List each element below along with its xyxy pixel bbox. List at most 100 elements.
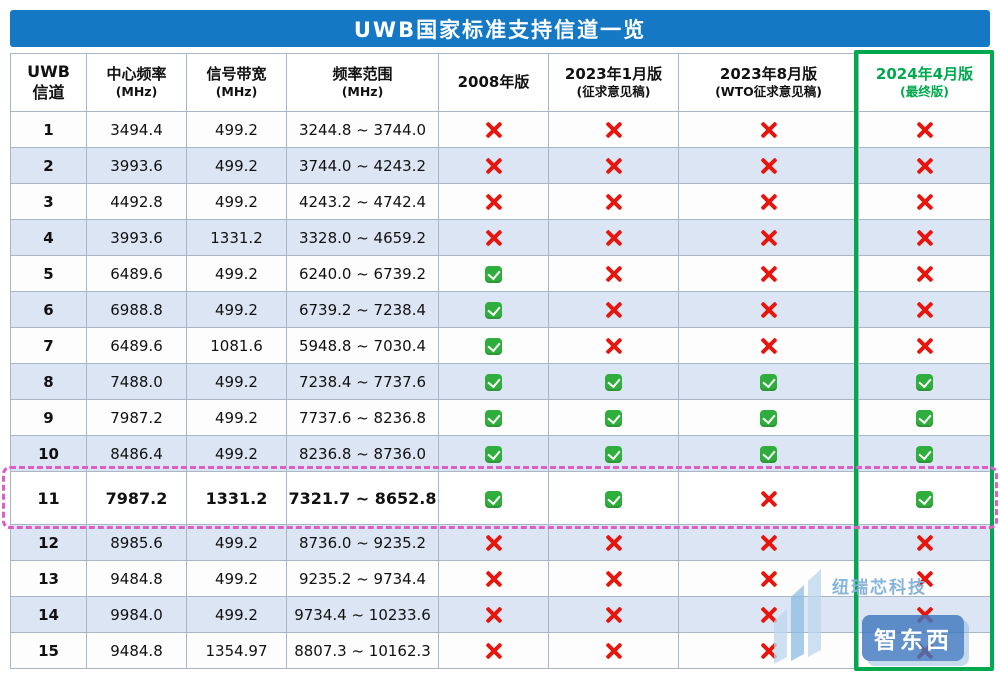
cell-v2023_aug [678, 596, 859, 633]
cell-center-mhz: 9484.8 [86, 560, 187, 597]
check-icon [485, 373, 502, 391]
table-row-channel-9: 9 7987.2 499.2 7737.6 ~ 8236.8 [10, 399, 991, 436]
cell-center-mhz: 3993.6 [86, 147, 187, 184]
cell-v2023_jan [548, 327, 679, 364]
cell-v2023_aug [678, 471, 859, 525]
cell-center-mhz: 6489.6 [86, 327, 187, 364]
cell-bandwidth-mhz: 499.2 [186, 524, 287, 561]
check-icon [605, 373, 622, 391]
cell-center-mhz: 9484.8 [86, 632, 187, 669]
check-icon [485, 337, 502, 355]
cell-range-mhz: 7321.7 ~ 8652.8 [286, 471, 439, 525]
cell-center-mhz: 3494.4 [86, 111, 187, 148]
check-icon [605, 445, 622, 463]
cell-v2023_aug [678, 219, 859, 256]
column-header-bandwidth_mhz: 信号带宽 (MHz) [186, 53, 287, 112]
cell-v2008 [438, 363, 549, 400]
cell-bandwidth-mhz: 499.2 [186, 399, 287, 436]
cell-channel: 7 [10, 327, 87, 364]
cell-v2024_apr [858, 363, 991, 400]
cell-bandwidth-mhz: 1331.2 [186, 219, 287, 256]
cell-range-mhz: 6240.0 ~ 6739.2 [286, 255, 439, 292]
cell-channel: 8 [10, 363, 87, 400]
cell-channel: 12 [10, 524, 87, 561]
cell-bandwidth-mhz: 1354.97 [186, 632, 287, 669]
cell-range-mhz: 7238.4 ~ 7737.6 [286, 363, 439, 400]
cell-center-mhz: 8486.4 [86, 435, 187, 472]
watermark: 纽瑞芯科技 智东西 [770, 559, 990, 669]
cell-bandwidth-mhz: 499.2 [186, 183, 287, 220]
cross-icon [485, 570, 503, 588]
cell-center-mhz: 7987.2 [86, 399, 187, 436]
cross-icon [485, 157, 503, 175]
cell-channel: 1 [10, 111, 87, 148]
cross-icon [485, 193, 503, 211]
check-icon [760, 409, 777, 427]
cell-range-mhz: 8807.3 ~ 10162.3 [286, 632, 439, 669]
cell-v2023_jan [548, 111, 679, 148]
cell-v2023_aug [678, 560, 859, 597]
column-header-range_mhz: 频率范围 (MHz) [286, 53, 439, 112]
cell-v2024_apr [858, 327, 991, 364]
cross-icon [760, 337, 778, 355]
cell-bandwidth-mhz: 1081.6 [186, 327, 287, 364]
table-row-channel-14: 14 9984.0 499.2 9734.4 ~ 10233.6 [10, 596, 991, 633]
company-logo-icon [774, 569, 821, 664]
cross-icon [605, 606, 623, 624]
cell-v2008 [438, 111, 549, 148]
cross-icon [916, 229, 934, 247]
cross-icon [605, 570, 623, 588]
check-icon [916, 373, 933, 391]
cell-v2023_jan [548, 632, 679, 669]
cell-v2023_jan [548, 255, 679, 292]
cross-icon [605, 121, 623, 139]
cell-channel: 4 [10, 219, 87, 256]
column-header-v2023_jan: 2023年1月版 (征求意见稿) [548, 53, 679, 112]
cell-v2023_jan [548, 399, 679, 436]
cell-range-mhz: 5948.8 ~ 7030.4 [286, 327, 439, 364]
cell-v2023_jan [548, 524, 679, 561]
check-icon [916, 409, 933, 427]
cell-channel: 5 [10, 255, 87, 292]
cross-icon [760, 490, 778, 508]
cell-v2023_aug [678, 183, 859, 220]
cross-icon [916, 157, 934, 175]
table-row-channel-13: 13 9484.8 499.2 9235.2 ~ 9734.4 [10, 560, 991, 597]
column-header-v2008: 2008年版 [438, 53, 549, 112]
cell-center-mhz: 3993.6 [86, 219, 187, 256]
cell-v2008 [438, 596, 549, 633]
cell-v2023_aug [678, 111, 859, 148]
cell-channel: 14 [10, 596, 87, 633]
cell-v2023_jan [548, 596, 679, 633]
cross-icon [916, 337, 934, 355]
cell-range-mhz: 6739.2 ~ 7238.4 [286, 291, 439, 328]
cell-channel: 13 [10, 560, 87, 597]
cell-center-mhz: 9984.0 [86, 596, 187, 633]
cross-icon [605, 337, 623, 355]
table-row-channel-5: 5 6489.6 499.2 6240.0 ~ 6739.2 [10, 255, 991, 292]
cell-v2023_aug [678, 632, 859, 669]
table-row-channel-11: 11 7987.2 1331.2 7321.7 ~ 8652.8 [10, 471, 991, 525]
cell-v2023_jan [548, 219, 679, 256]
cell-bandwidth-mhz: 1331.2 [186, 471, 287, 525]
cell-v2023_jan [548, 435, 679, 472]
cell-v2024_apr [858, 399, 991, 436]
cross-icon [916, 534, 934, 552]
watermark-company-name: 纽瑞芯科技 [832, 578, 927, 598]
cell-v2023_jan [548, 471, 679, 525]
cell-range-mhz: 9734.4 ~ 10233.6 [286, 596, 439, 633]
column-header-center_mhz: 中心频率 (MHz) [86, 53, 187, 112]
cell-range-mhz: 8236.8 ~ 8736.0 [286, 435, 439, 472]
cell-range-mhz: 3244.8 ~ 3744.0 [286, 111, 439, 148]
cell-v2024_apr [858, 435, 991, 472]
table-row-channel-3: 3 4492.8 499.2 4243.2 ~ 4742.4 [10, 183, 991, 220]
cross-icon [605, 229, 623, 247]
table-row-channel-10: 10 8486.4 499.2 8236.8 ~ 8736.0 [10, 435, 991, 472]
cell-v2008 [438, 291, 549, 328]
cross-icon [760, 157, 778, 175]
cell-range-mhz: 9235.2 ~ 9734.4 [286, 560, 439, 597]
check-icon [485, 265, 502, 283]
cell-v2024_apr [858, 291, 991, 328]
table-row-channel-12: 12 8985.6 499.2 8736.0 ~ 9235.2 [10, 524, 991, 561]
